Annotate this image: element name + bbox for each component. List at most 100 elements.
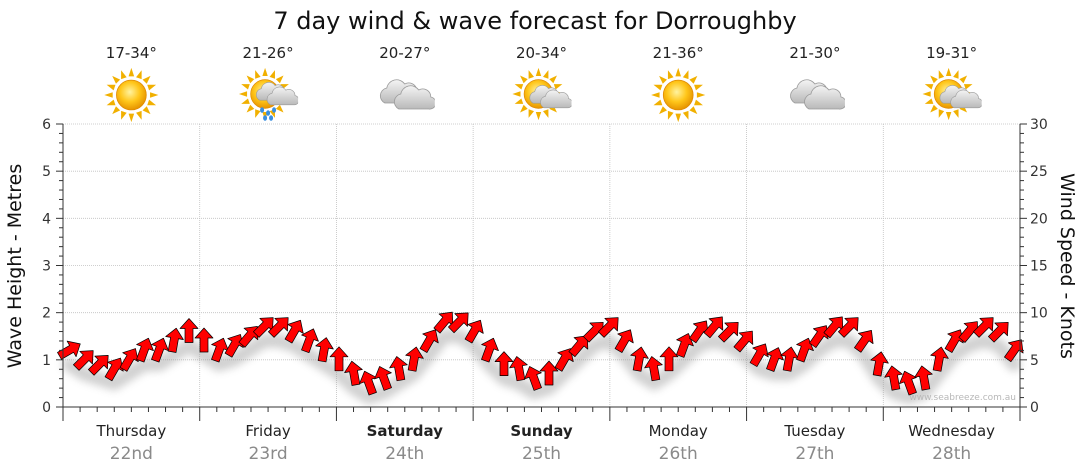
wind-arrow [419,329,439,353]
day-temp: 20-27° [379,44,430,62]
wind-arrow [568,335,589,358]
wind-arrow [194,327,214,353]
wind-arrow [614,329,634,353]
wind-arrow [448,312,469,334]
sun-cloud-icon [922,67,982,121]
chart-title: 7 day wind & wave forecast for Dorroughb… [273,7,796,35]
arrow-shadows [62,329,1021,405]
wind-arrow [914,365,933,391]
y-tick-label-right: 5 [1030,353,1039,369]
y-tick-label-left: 4 [42,211,51,227]
y-tick-label-left: 0 [42,400,51,416]
wind-arrow [539,360,559,386]
day-name: Tuesday [783,422,845,440]
wind-arrow [554,348,574,372]
wind-arrow [524,366,542,391]
wind-arrow [179,318,199,343]
wind-arrow [854,330,874,353]
wind-arrow [780,346,799,372]
wind-arrow [733,330,754,353]
wind-arrow [344,360,363,386]
day-name: Friday [245,422,291,440]
wind-arrow [253,317,274,338]
wind-arrow [884,365,903,391]
day-temp: 21-30° [789,44,840,62]
y-axis-label-left: Wave Height - Metres [4,164,26,368]
y-tick-label-left: 5 [42,164,51,180]
wind-arrow [405,346,424,372]
day-date: 22nd [110,444,153,464]
day-labels: Thursday 22nd Friday 23rd Saturday 24th Sunday… [95,422,995,464]
day-name: Saturday [367,422,444,440]
y-tick-label-right: 30 [1030,117,1048,133]
wind-arrow [749,343,769,367]
arrow-shadow [62,329,1021,405]
wind-arrow [389,356,408,382]
wind-arrows [57,311,1024,396]
wind-arrow [930,346,949,372]
y-tick-label-right: 10 [1030,306,1048,322]
wind-arrow [509,356,528,382]
wind-arrow [119,348,139,372]
day-temp: 20-34° [516,44,567,62]
wind-arrow [494,351,514,376]
wind-arrow [359,370,377,396]
wind-arrow [315,337,334,363]
wind-arrow [823,316,844,339]
wind-arrow [630,346,649,372]
chart-axes: 0 1 2 3 4 5 6 0 5 10 15 20 25 30 [42,117,1048,421]
wind-arrow [433,311,454,334]
day-date: 27th [795,444,834,464]
day-date: 24th [385,444,424,464]
day-temp: 17-34° [106,44,157,62]
raindrop [269,115,274,121]
wind-arrow [598,317,619,338]
day-name: Sunday [510,422,573,440]
cloud-icon [379,79,435,110]
wind-arrow [374,366,392,391]
day-name: Thursday [95,422,166,440]
wind-arrow [151,337,169,363]
wind-arrow [464,319,484,344]
wind-arrow [165,327,184,353]
y-tick-label-right: 25 [1030,164,1048,180]
y-tick-label-left: 6 [42,117,51,133]
weather-row: 17-34° 21-26° 20-27° 20-34° 21-36° 21-30° 19-3… [103,44,982,123]
wind-arrow [689,320,709,344]
raindrop [263,115,268,121]
chart-grid [63,123,1020,407]
raindrop [260,107,265,113]
day-temp: 19-31° [926,44,977,62]
wind-arrow [838,317,859,338]
day-date: 26th [659,444,698,464]
day-name: Monday [649,422,708,440]
day-date: 23rd [249,444,288,464]
wind-arrow [284,319,304,344]
wind-arrow [481,337,499,363]
day-name: Wednesday [908,422,995,440]
y-tick-label-left: 3 [42,259,51,275]
wind-arrow [766,347,784,372]
y-tick-label-right: 20 [1030,211,1048,227]
raindrop [266,110,271,116]
sun-cloud-rain-icon [238,67,299,121]
day-temp: 21-26° [243,44,294,62]
wind-arrow [73,350,94,371]
cloud-icon [790,79,845,110]
y-axis-label-right: Wind Speed - Knots [1056,173,1078,359]
sun-cloud-icon [512,67,572,121]
y-tick-label-left: 1 [42,353,51,369]
watermark: www.seabreeze.com.au [909,393,1016,403]
wind-arrow [870,351,889,377]
day-date: 28th [932,444,971,464]
sun-icon [650,67,706,123]
day-temp: 21-36° [653,44,704,62]
wind-arrow [988,321,1009,343]
y-tick-label-right: 0 [1030,400,1039,416]
wind-arrow [301,328,319,354]
y-tick-label-right: 15 [1030,259,1048,275]
y-tick-label-left: 2 [42,306,51,322]
sun-icon [103,67,159,123]
wind-arrow [211,337,229,363]
